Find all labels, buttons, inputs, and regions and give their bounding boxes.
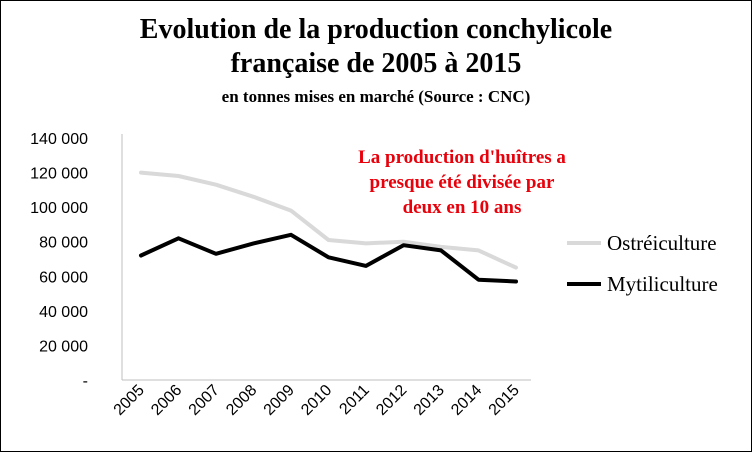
y-tick-label-3: 60 000 <box>39 269 88 286</box>
chart-subtitle: en tonnes mises en marché (Source : CNC) <box>221 87 531 106</box>
chart-title-line-2: française de 2005 à 2015 <box>230 48 522 79</box>
x-tick-label-2013: 2013 <box>411 382 448 419</box>
series-line-ostreiculture <box>139 170 518 270</box>
x-tick-label-2012: 2012 <box>373 382 410 419</box>
x-tick-label-2008: 2008 <box>223 382 260 419</box>
y-tick-label-1: 20 000 <box>39 338 88 355</box>
chart-title: Evolution de la production conchylicole … <box>1 13 751 81</box>
x-tick-label-2010: 2010 <box>298 382 335 419</box>
x-tick-label-2015: 2015 <box>486 382 523 419</box>
x-axis: 2005 2006 2007 2008 2009 2010 2011 2012 2013 2014… <box>111 379 531 419</box>
x-tick-label-2007: 2007 <box>186 382 223 419</box>
legend: Ostréiculture Mytiliculture <box>567 231 718 296</box>
chart-annotation: La production d'huîtres a presque été di… <box>317 145 607 220</box>
y-tick-label-2: 40 000 <box>39 304 88 321</box>
y-tick-label-5: 100 000 <box>30 200 88 217</box>
series-line-mytiliculture <box>139 232 518 284</box>
x-tick-label-2006: 2006 <box>148 382 185 419</box>
y-tick-label-4: 80 000 <box>39 235 88 252</box>
x-tick-label-2011: 2011 <box>336 382 372 418</box>
x-tick-label-2009: 2009 <box>261 382 298 419</box>
annotation-line-3: deux en 10 ans <box>402 197 522 218</box>
annotation-line-1: La production d'huîtres a <box>358 147 566 168</box>
y-axis: - 20 000 40 000 60 000 80 000 100 000 120 000 1… <box>30 131 123 390</box>
legend-label-mytiliculture: Mytiliculture <box>607 272 718 296</box>
chart-title-line-1: Evolution de la production conchylicole <box>139 14 613 45</box>
legend-label-ostreiculture: Ostréiculture <box>607 231 717 255</box>
y-tick-label-6: 120 000 <box>30 166 88 183</box>
y-tick-label-7: 140 000 <box>30 131 88 148</box>
y-tick-label-0: - <box>83 373 88 390</box>
x-tick-label-2014: 2014 <box>448 382 485 419</box>
x-tick-label-2005: 2005 <box>111 382 148 419</box>
series-lines <box>139 170 518 284</box>
annotation-line-2: presque été divisée par <box>369 172 555 193</box>
